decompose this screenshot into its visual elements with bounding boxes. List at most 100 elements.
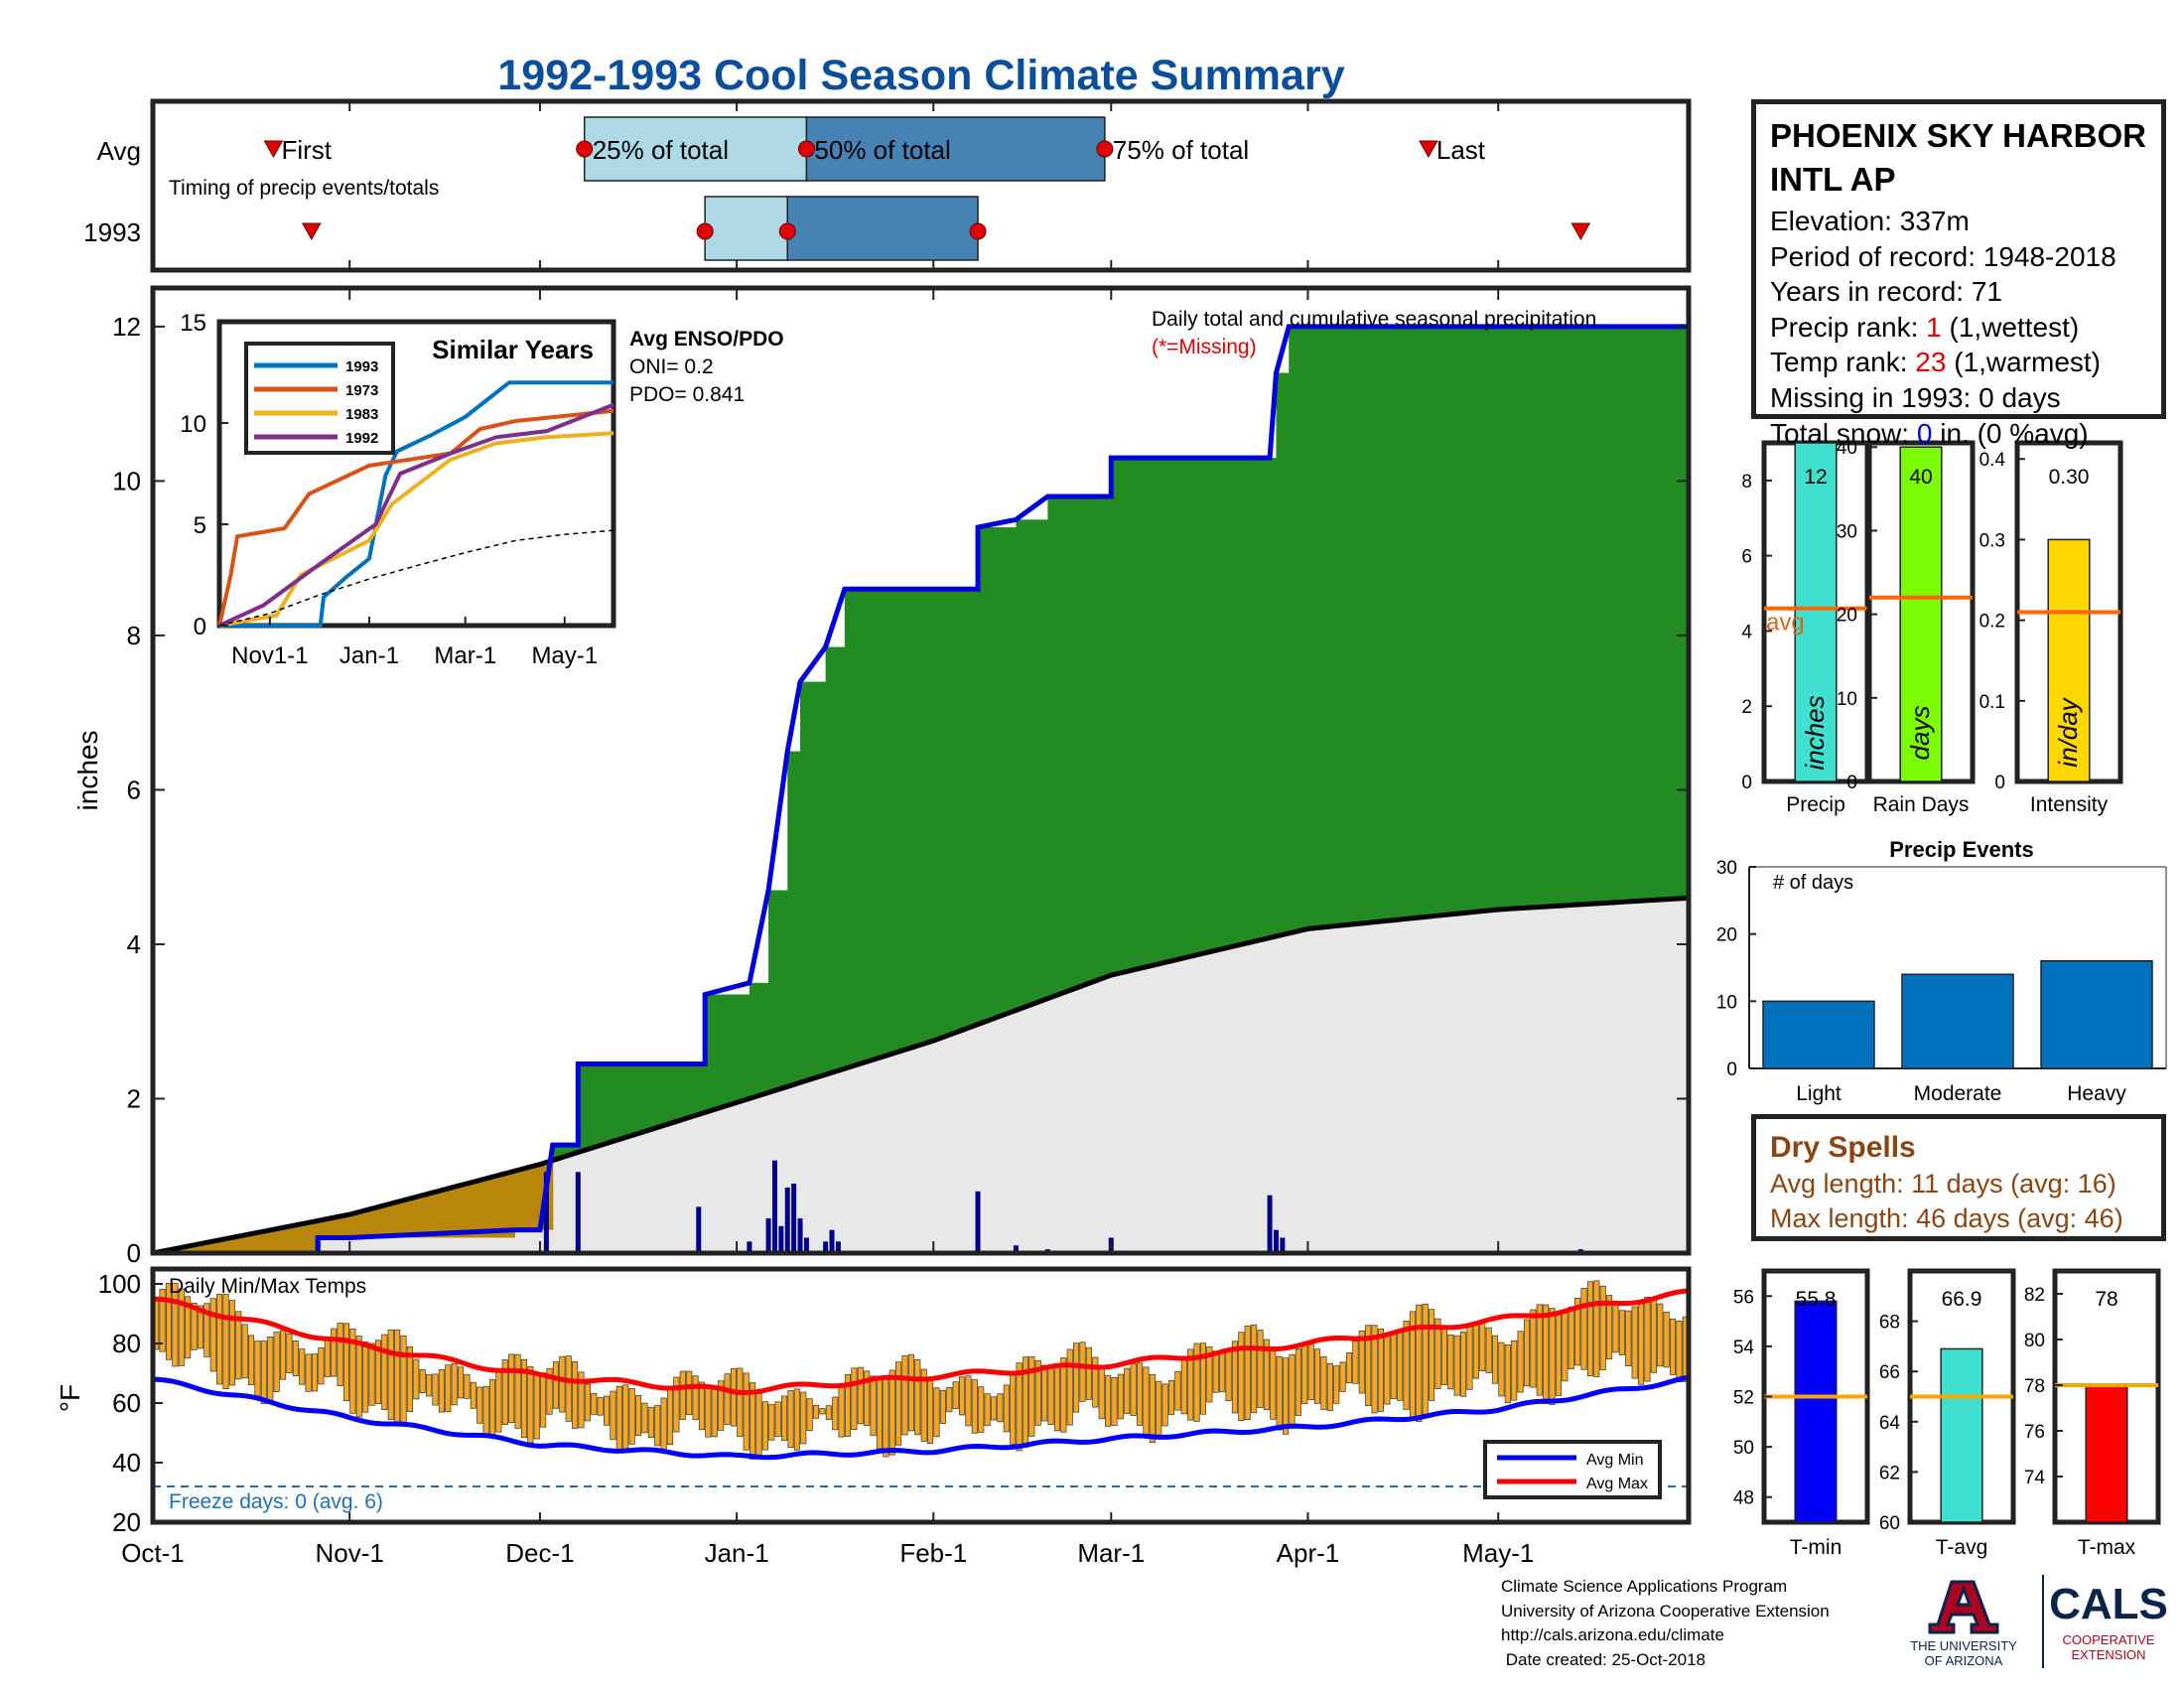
season-cumulative-line: [153, 324, 1689, 1256]
footer-line3: http://cals.arizona.edu/climate: [1501, 1625, 1724, 1644]
daily-temp-bar: [540, 1372, 547, 1428]
avg-max-temp-line: [152, 1288, 1690, 1396]
inset-marks: 0 5 10 15 Nov1-1 Jan-1 Mar-1 May-1: [180, 310, 614, 669]
above-avg-fill: [1416, 326, 1424, 918]
precip-y-tick-label: 8: [127, 621, 141, 650]
above-avg-fill: [825, 646, 833, 1074]
snow-prefix: Total snow:: [1770, 417, 1917, 449]
daily-temp-bar: [1523, 1319, 1531, 1387]
above-avg-fill: [755, 982, 763, 1096]
precip-y-tick-label: 6: [127, 775, 141, 804]
above-avg-fill: [1301, 326, 1309, 930]
month-tick-label: Nov-1: [315, 1538, 383, 1568]
stat-value-bar: [2047, 538, 2091, 782]
daily-temp-bar: [952, 1381, 959, 1409]
above-avg-fill: [565, 1145, 573, 1156]
precip-y-tick-label: 10: [112, 466, 141, 495]
footer-line4: Date created: 25-Oct-2018: [1501, 1649, 1706, 1669]
daily-temp-bar: [426, 1374, 433, 1397]
daily-temp-bar: [895, 1361, 902, 1446]
daily-temp-bar: [660, 1397, 667, 1451]
temp-y-tick-label: 68: [1879, 1313, 1900, 1334]
above-avg-fill: [1289, 326, 1297, 933]
below-avg-fill: [337, 1216, 344, 1238]
daily-temp-bar: [819, 1408, 826, 1415]
above-avg-fill: [838, 646, 846, 1070]
daily-precip-bar: [784, 1187, 790, 1253]
month-tick-label: Mar-1: [1077, 1538, 1145, 1568]
daily-temp-bar: [546, 1367, 553, 1415]
above-avg-fill: [1384, 326, 1392, 921]
above-avg-fill: [1682, 326, 1690, 899]
daily-temp-bar: [1472, 1322, 1479, 1379]
temp-value-bar: [1794, 1300, 1838, 1523]
above-avg-fill: [1022, 519, 1029, 1007]
above-avg-fill: [1453, 326, 1461, 915]
below-avg-fill: [387, 1203, 395, 1238]
daily-precip-bar: [1267, 1195, 1273, 1253]
daily-temp-bar: [362, 1341, 369, 1413]
daily-temp-bar: [1047, 1366, 1054, 1425]
above-avg-fill: [1313, 326, 1321, 928]
above-avg-fill: [1409, 326, 1417, 918]
daily-precip-bar: [803, 1237, 809, 1253]
above-avg-fill: [819, 681, 827, 1076]
below-avg-fill: [457, 1185, 465, 1238]
above-avg-fill: [1174, 458, 1182, 960]
precip-events-chart: Precip Events # of days 0 10 20 30 Light Mode…: [1716, 837, 2167, 1105]
above-avg-fill: [698, 1063, 706, 1114]
daily-temp-bar: [1568, 1306, 1574, 1369]
above-avg-fill: [1403, 326, 1411, 919]
above-avg-fill: [654, 1063, 662, 1128]
above-avg-fill: [615, 1063, 623, 1140]
daily-temp-bar: [318, 1347, 325, 1385]
above-avg-fill: [768, 890, 776, 1092]
daily-temp-bar: [666, 1386, 674, 1445]
stat-y-tick-label: 0.3: [1979, 530, 2005, 551]
daily-temp-bar: [1092, 1356, 1099, 1408]
daily-temp-bar: [337, 1323, 343, 1386]
station-temp-rank: Temp rank: 23 (1,warmest): [1770, 345, 2147, 380]
above-avg-fill: [1447, 326, 1455, 915]
above-avg-fill: [1631, 326, 1639, 902]
daily-temp-bar: [610, 1390, 616, 1441]
daily-temp-bar: [552, 1361, 559, 1409]
above-avg-fill: [997, 527, 1005, 1017]
station-info-panel: PHOENIX SKY HARBOR INTL AP Elevation: 33…: [1751, 99, 2166, 449]
daily-temp-bar: [641, 1402, 648, 1434]
above-avg-fill: [851, 589, 859, 1066]
daily-temp-bar: [584, 1383, 591, 1422]
inset-legend-label-1992: 1992: [345, 430, 378, 447]
daily-temp-bar: [331, 1328, 338, 1377]
daily-temp-bar: [1517, 1331, 1524, 1393]
above-avg-fill: [1358, 326, 1366, 923]
daily-temp-bar: [1574, 1297, 1581, 1366]
daily-temp-bar: [342, 1323, 350, 1402]
below-avg-fill: [381, 1204, 389, 1238]
above-avg-fill: [1428, 326, 1435, 917]
timing-year-p25-marker: [696, 222, 714, 240]
above-avg-fill: [800, 681, 808, 1082]
daily-temp-bar: [914, 1358, 921, 1436]
daily-temp-bar: [907, 1353, 914, 1432]
below-avg-fill: [311, 1221, 319, 1253]
stat-unit-label: inches: [1800, 695, 1830, 770]
daily-temp-bar: [1631, 1306, 1638, 1379]
dry-spells-avg: Avg length: 11 days (avg: 16): [1770, 1169, 2116, 1199]
daily-temp-bar: [628, 1387, 635, 1445]
daily-temp-bar: [470, 1381, 477, 1409]
daily-temp-bar: [1016, 1362, 1023, 1452]
temps-y-axis: 20 40 60 80 100: [98, 1269, 163, 1537]
daily-temp-bar: [1149, 1373, 1156, 1443]
cals-sub-line2: EXTENSION: [2071, 1647, 2145, 1662]
precip-y-tick-label: 2: [127, 1083, 141, 1113]
freeze-days-text: Freeze days: 0 (avg. 6): [169, 1490, 383, 1513]
below-avg-fill: [222, 1238, 230, 1253]
timing-year-last-marker: [1570, 222, 1591, 241]
temps-y-tick-label: 80: [112, 1329, 141, 1358]
daily-temp-bar: [514, 1353, 521, 1429]
daily-temp-bar: [197, 1305, 204, 1349]
above-avg-fill: [1504, 326, 1512, 910]
enso-title: Avg ENSO/PDO: [629, 328, 784, 351]
daily-temp-bar: [1498, 1341, 1505, 1397]
